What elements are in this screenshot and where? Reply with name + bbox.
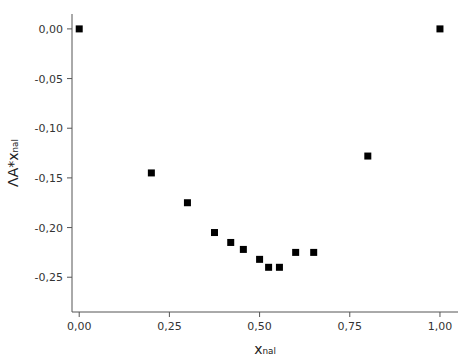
y-tick [67,128,72,129]
y-tick-label: -0,25 [35,271,63,284]
point [436,25,443,32]
y-tick [67,177,72,178]
x-tick [169,312,170,317]
x-tick-label: 1,00 [428,320,453,333]
point [364,153,371,160]
x-tick-label: 0,75 [338,320,363,333]
point [292,249,299,256]
y-axis: 0,00 -0,05 -0,10 -0,15 -0,20 -0,25 [35,23,72,284]
y-axis-line [72,14,73,312]
point [256,256,263,263]
point [240,246,247,253]
y-tick-label: -0,05 [35,73,63,86]
chart-container: 0,00 0,25 0,50 0,75 1,00 0,00 -0,05 -0,10 -0,15 -… [0,0,474,364]
point [227,239,234,246]
y-tick-label: -0,10 [35,122,63,135]
chart: 0,00 0,25 0,50 0,75 1,00 0,00 -0,05 -0,10 -0,15 -… [0,0,474,364]
y-tick-label: -0,20 [35,222,63,235]
x-axis: 0,00 0,25 0,50 0,75 1,00 [67,312,452,333]
y-axis-label: ΛA*xₙₐₗ [5,139,21,187]
y-tick [67,227,72,228]
x-tick [439,312,440,317]
y-tick [67,78,72,79]
x-tick-label: 0,25 [157,320,182,333]
y-tick [67,28,72,29]
x-axis-label: xₙₐₗ [254,341,276,357]
point [276,264,283,271]
x-tick [349,312,350,317]
point [76,25,83,32]
point [148,169,155,176]
points [76,25,444,270]
x-tick [259,312,260,317]
x-tick-label: 0,00 [67,320,92,333]
y-tick [67,277,72,278]
point [265,264,272,271]
x-tick [79,312,80,317]
x-tick-label: 0,50 [247,320,272,333]
point [211,229,218,236]
x-axis-line [72,312,458,313]
point [310,249,317,256]
y-tick-label: 0,00 [39,23,64,36]
y-tick-label: -0,15 [35,172,63,185]
point [184,199,191,206]
